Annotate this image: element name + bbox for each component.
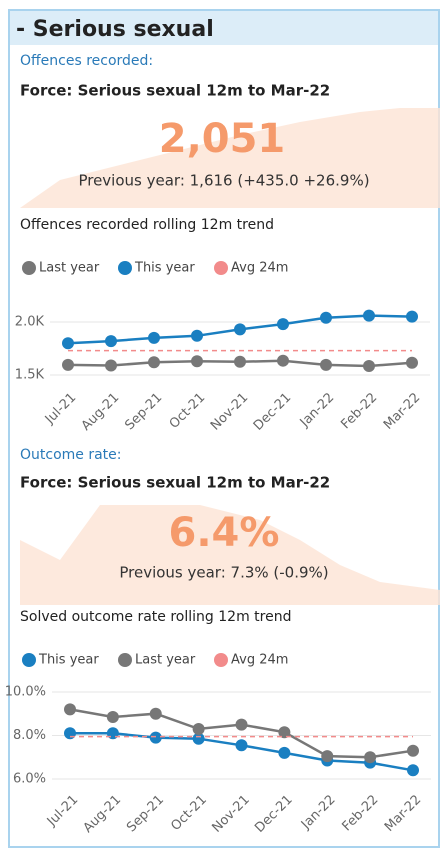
data-point (277, 354, 289, 367)
data-point (106, 727, 119, 740)
chart-title: Solved outcome rate rolling 12m trend (20, 609, 291, 625)
legend-marker (22, 261, 36, 275)
data-point (149, 731, 162, 744)
y-tick-label: 2.0K (15, 315, 45, 330)
kpi-background-area (20, 108, 440, 208)
chart-title: Offences recorded rolling 12m trend (20, 217, 274, 233)
y-tick-label: 1.5K (15, 368, 45, 383)
data-point (278, 726, 291, 739)
legend-label: This year (134, 261, 195, 276)
kpi-compare: Previous year: 7.3% (-0.9%) (119, 564, 328, 582)
data-point (64, 727, 76, 740)
data-point (192, 722, 205, 735)
data-point (406, 310, 418, 323)
data-point (105, 335, 117, 348)
legend-label: Avg 24m (231, 653, 288, 668)
data-point (148, 356, 160, 369)
legend-marker (118, 261, 132, 275)
data-point (62, 358, 74, 371)
data-point (235, 718, 248, 731)
data-point (407, 764, 419, 777)
data-point (234, 323, 246, 336)
data-point (148, 331, 160, 344)
y-tick-label: 6.0% (13, 771, 46, 786)
section-label: Offences recorded: (20, 53, 153, 69)
kpi-value: 6.4% (169, 510, 280, 556)
data-point (235, 739, 248, 752)
kpi-compare: Previous year: 1,616 (+435.0 +26.9%) (78, 172, 369, 190)
section-label: Outcome rate: (20, 447, 122, 463)
legend-marker (22, 653, 36, 667)
y-tick-label: 8.0% (13, 728, 46, 743)
data-point (149, 707, 162, 720)
header-title: - Serious sexual (16, 17, 214, 42)
data-point (406, 356, 418, 369)
data-point (407, 744, 419, 757)
data-point (62, 337, 74, 350)
data-point (277, 318, 289, 331)
legend-marker (214, 261, 228, 275)
data-point (320, 311, 332, 324)
data-point (64, 703, 76, 716)
data-point (106, 710, 119, 723)
data-point (105, 359, 117, 372)
y-tick-label: 10.0% (5, 684, 46, 699)
data-point (191, 355, 203, 368)
data-point (363, 359, 375, 372)
data-point (234, 355, 246, 368)
legend-marker (118, 653, 132, 667)
legend-label: Avg 24m (231, 261, 288, 276)
legend-label: This year (38, 653, 99, 668)
data-point (320, 358, 332, 371)
data-point (364, 751, 377, 764)
kpi-value: 2,051 (159, 116, 286, 162)
legend-label: Last year (135, 653, 196, 668)
data-point (192, 732, 205, 745)
kpi-background-area (20, 505, 440, 605)
legend-marker (214, 653, 228, 667)
data-point (321, 750, 334, 763)
header-bar (10, 11, 438, 45)
kpi-title: Force: Serious sexual 12m to Mar-22 (20, 474, 330, 492)
legend-label: Last year (39, 261, 100, 276)
data-point (191, 329, 203, 342)
data-point (363, 309, 375, 322)
kpi-title: Force: Serious sexual 12m to Mar-22 (20, 82, 330, 100)
data-point (278, 746, 291, 759)
